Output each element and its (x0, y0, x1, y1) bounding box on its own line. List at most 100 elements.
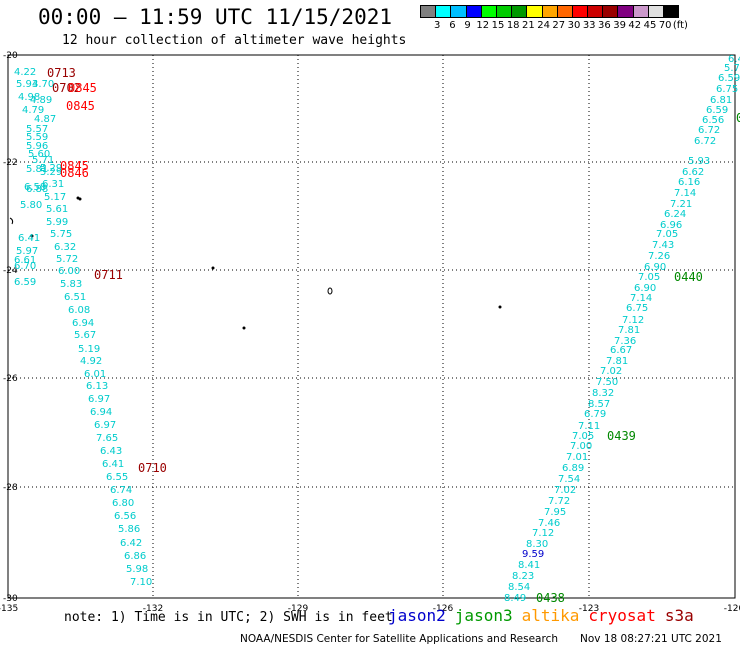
island-dot (211, 266, 215, 270)
wave-height-label: 6.58 (24, 182, 46, 193)
wave-height-label: 7.01 (566, 452, 588, 463)
island-outline (9, 217, 14, 225)
wave-height-label: 6.55 (106, 472, 128, 483)
color-scale-label: 30 (567, 20, 581, 31)
wave-height-label: 7.14 (674, 188, 696, 199)
wave-height-label: 7.21 (670, 199, 692, 210)
wave-height-label: 7.14 (630, 293, 652, 304)
wave-height-label: 6.62 (682, 167, 704, 178)
wave-height-label: 6.42 (120, 538, 142, 549)
wave-height-label: 5.67 (74, 330, 96, 341)
wave-height-label: 7.02 (554, 485, 576, 496)
color-scale-label: 70 (658, 20, 672, 31)
color-scale-labels: 3 6 9 12 15 18 21 24 27 30 33 36 39 42 45 70 (ft) (421, 20, 731, 34)
wave-height-label: 6.51 (64, 292, 86, 303)
track-west-labels: 4.225.934.70 4.984.894.794.875.575.595.96… (14, 67, 152, 588)
island-outline (327, 287, 333, 295)
pass-time-label: 0711 (94, 268, 123, 282)
lon-tick-label: -126 (433, 604, 454, 614)
color-scale-label: 42 (628, 20, 642, 31)
wave-height-label: 5.93 (16, 79, 38, 90)
wave-height-label: 6.67 (610, 345, 632, 356)
color-scale-bar (420, 5, 680, 18)
wave-height-label: 8.30 (526, 539, 548, 550)
wave-height-label: 5.61 (46, 204, 68, 215)
wave-height-label: 5.29 (40, 167, 62, 178)
wave-height-label: 7.72 (548, 496, 570, 507)
pass-time-label: 0438 (536, 591, 565, 605)
color-scale-cell (663, 5, 680, 18)
wave-height-label: 6.31 (42, 179, 64, 190)
pass-time-label: 0713 (47, 66, 76, 80)
island-dot (78, 197, 82, 201)
wave-height-label: 6.08 (68, 305, 90, 316)
wave-height-label: 4.70 (32, 79, 54, 90)
lat-tick-label: -28 (3, 483, 18, 493)
wave-height-label: 4.87 (34, 114, 56, 125)
wave-height-label: 4.22 (14, 67, 36, 78)
wave-height-label: 6.96 (660, 220, 682, 231)
wave-height-label: 6.41 (18, 233, 40, 244)
wave-height-label: 6.75 (626, 303, 648, 314)
wave-height-label: 4.92 (80, 356, 102, 367)
wave-height-label: 5.75 (50, 229, 72, 240)
wave-height-label: 4.79 (22, 105, 44, 116)
wave-height-label: 6.97 (94, 420, 116, 431)
wave-height-label: 7.02 (600, 366, 622, 377)
wave-height-label: 7.26 (648, 251, 670, 262)
wave-height-label: 7.05 (638, 272, 660, 283)
wave-height-label: 6.97 (88, 394, 110, 405)
wave-height-label: 8.49 (504, 593, 526, 604)
pass-time-label: 0440 (674, 270, 703, 284)
wave-height-label: 8.41 (518, 560, 540, 571)
pass-time-labels: 0713070208450845084508460711071004400439… (47, 66, 740, 605)
wave-height-label: 5.7 (724, 63, 740, 74)
wave-height-label: 6.56 (702, 115, 724, 126)
wave-height-label: 6.00 (58, 266, 80, 277)
wave-height-label: 7.00 (570, 441, 592, 452)
lon-tick-label: -120 (724, 604, 740, 614)
wave-height-label: 6.81 (710, 95, 732, 106)
pass-time-label: 0845 (66, 99, 95, 113)
lat-tick-label: -26 (3, 374, 18, 384)
wave-height-label: 6.90 (644, 262, 666, 273)
wave-height-label: 6.89 (562, 463, 584, 474)
wave-height-label: 4.98 (18, 92, 40, 103)
wave-height-label: 6.32 (54, 242, 76, 253)
wave-height-label: 7.10 (130, 577, 152, 588)
wave-height-label: 5.98 (126, 564, 148, 575)
wave-height-label: 6.61 (14, 255, 36, 266)
wave-height-label: 6.24 (664, 209, 686, 220)
wave-height-label: 6.59 (14, 277, 36, 288)
wave-height-label: 7.54 (558, 474, 580, 485)
wave-height-label: 7.05 (656, 229, 678, 240)
wave-height-label: 6.13 (86, 381, 108, 392)
mission-name-s3a: s3a (664, 606, 694, 625)
wave-height-label: 7.95 (544, 507, 566, 518)
footer-note: note: 1) Time is in UTC; 2) SWH is in fe… (64, 610, 393, 625)
island-dot (498, 305, 502, 309)
pass-time-label: 0439 (607, 429, 636, 443)
wave-height-label: 4.89 (30, 95, 52, 106)
wave-height-label: 5.80 (20, 200, 42, 211)
wave-height-label: 5.57 (26, 124, 48, 135)
wave-height-label: 7.12 (622, 315, 644, 326)
wave-height-label: 5.19 (78, 344, 100, 355)
wave-height-label: 6.80 (112, 498, 134, 509)
pass-time-label: 0710 (138, 461, 167, 475)
wave-height-label: 6.88 (26, 184, 48, 195)
color-scale-label: 18 (506, 20, 520, 31)
wave-height-label: 6.70 (14, 261, 36, 272)
color-scale-label: 6 (449, 20, 456, 31)
wave-height-label: 8.57 (588, 399, 610, 410)
island-outlines (9, 196, 502, 330)
mission-name-cryosat: cryosat (588, 606, 656, 625)
pass-time-label: 0845 (60, 159, 89, 173)
lat-tick-label: -22 (3, 158, 18, 168)
lat-tick-label: -30 (3, 594, 18, 604)
track-east-labels: 6.45.76.596.756.816.596.566.726.725.936.… (504, 54, 740, 604)
wave-height-label: 6.72 (698, 125, 720, 136)
wave-height-label: 7.05 (572, 431, 594, 442)
wave-height-label: 5.59 (26, 132, 48, 143)
